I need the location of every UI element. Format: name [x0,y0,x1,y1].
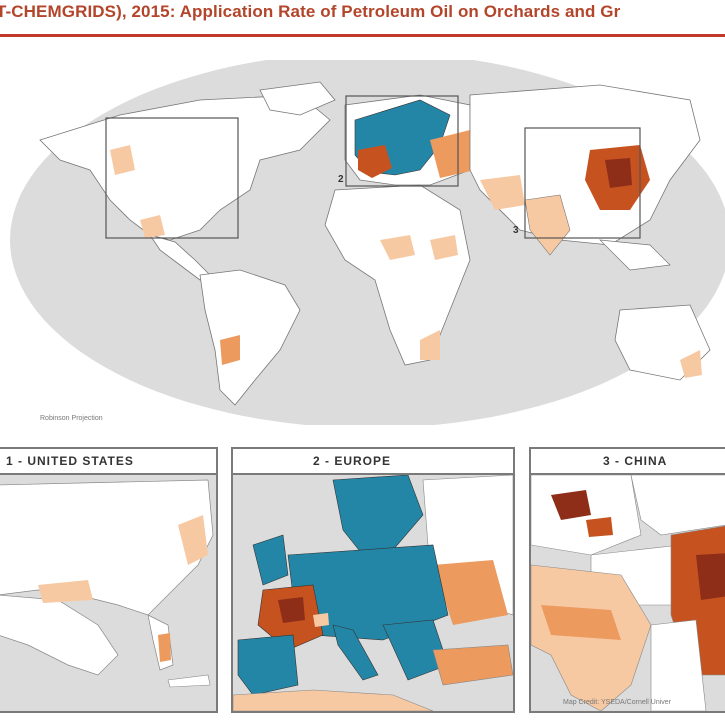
cuba [167,674,211,688]
africa-south-orange [420,330,440,360]
map-title: T-CHEMGRIDS), 2015: Application Rate of … [0,2,621,21]
central-asia-dark [551,490,591,520]
africa-orange-2 [430,235,458,260]
inset-panel-china: 3 - CHINA Map Credit: YSEDA/Cornell Univ… [529,447,725,713]
se-asia [650,619,707,711]
africa [324,184,471,366]
title-underline [0,34,725,37]
inset-panel-europe: 2 - EUROPE [231,447,515,713]
central-asia-red [586,517,613,537]
europe-east-orange [430,130,475,178]
mongolia [630,475,725,536]
panel-title: 3 - CHINA [531,449,725,475]
india [531,564,652,711]
us-east-orange [178,515,208,565]
mexico-land [0,594,119,676]
greenland [259,81,336,116]
panel-title: 1 - UNITED STATES [0,449,216,475]
mideast-orange [480,175,525,210]
france-dark [278,597,305,623]
italy [332,624,379,681]
inset-marker-2: 2 [338,174,344,185]
map-credit: Map Credit: YSEDA/Cornell Univer [563,699,672,706]
inset-panel-united-states: 1 - UNITED STATES [0,447,218,713]
se-asia [599,239,671,271]
us-land [0,479,214,616]
africa-orange-1 [380,235,415,260]
uk [252,534,289,586]
argentina-orange [220,335,240,365]
china-very-dark [605,158,632,188]
inset-box-us [105,117,239,239]
panel-title: 2 - EUROPE [233,449,513,475]
inset-box-europe [345,95,459,187]
inset-box-china [524,127,641,239]
australia-orange [680,350,702,378]
usa-orange [110,145,135,175]
east-orange [433,560,508,625]
india [524,194,571,256]
swiss-orange [313,613,329,627]
india-north [541,605,621,640]
us-south-orange [38,580,93,603]
turkey [432,644,513,686]
iberia [237,634,299,696]
inset-marker-3: 3 [513,225,519,236]
north-africa [233,689,434,711]
south-america [199,269,301,406]
mexico-orange [140,215,165,238]
europe-france-red [358,145,392,178]
projection-label: Robinson Projection [40,415,103,422]
china-dark [696,553,725,600]
scandinavia [332,475,424,556]
florida-orange [158,633,171,662]
world-map: 2 3 Robinson Projection [0,52,725,428]
